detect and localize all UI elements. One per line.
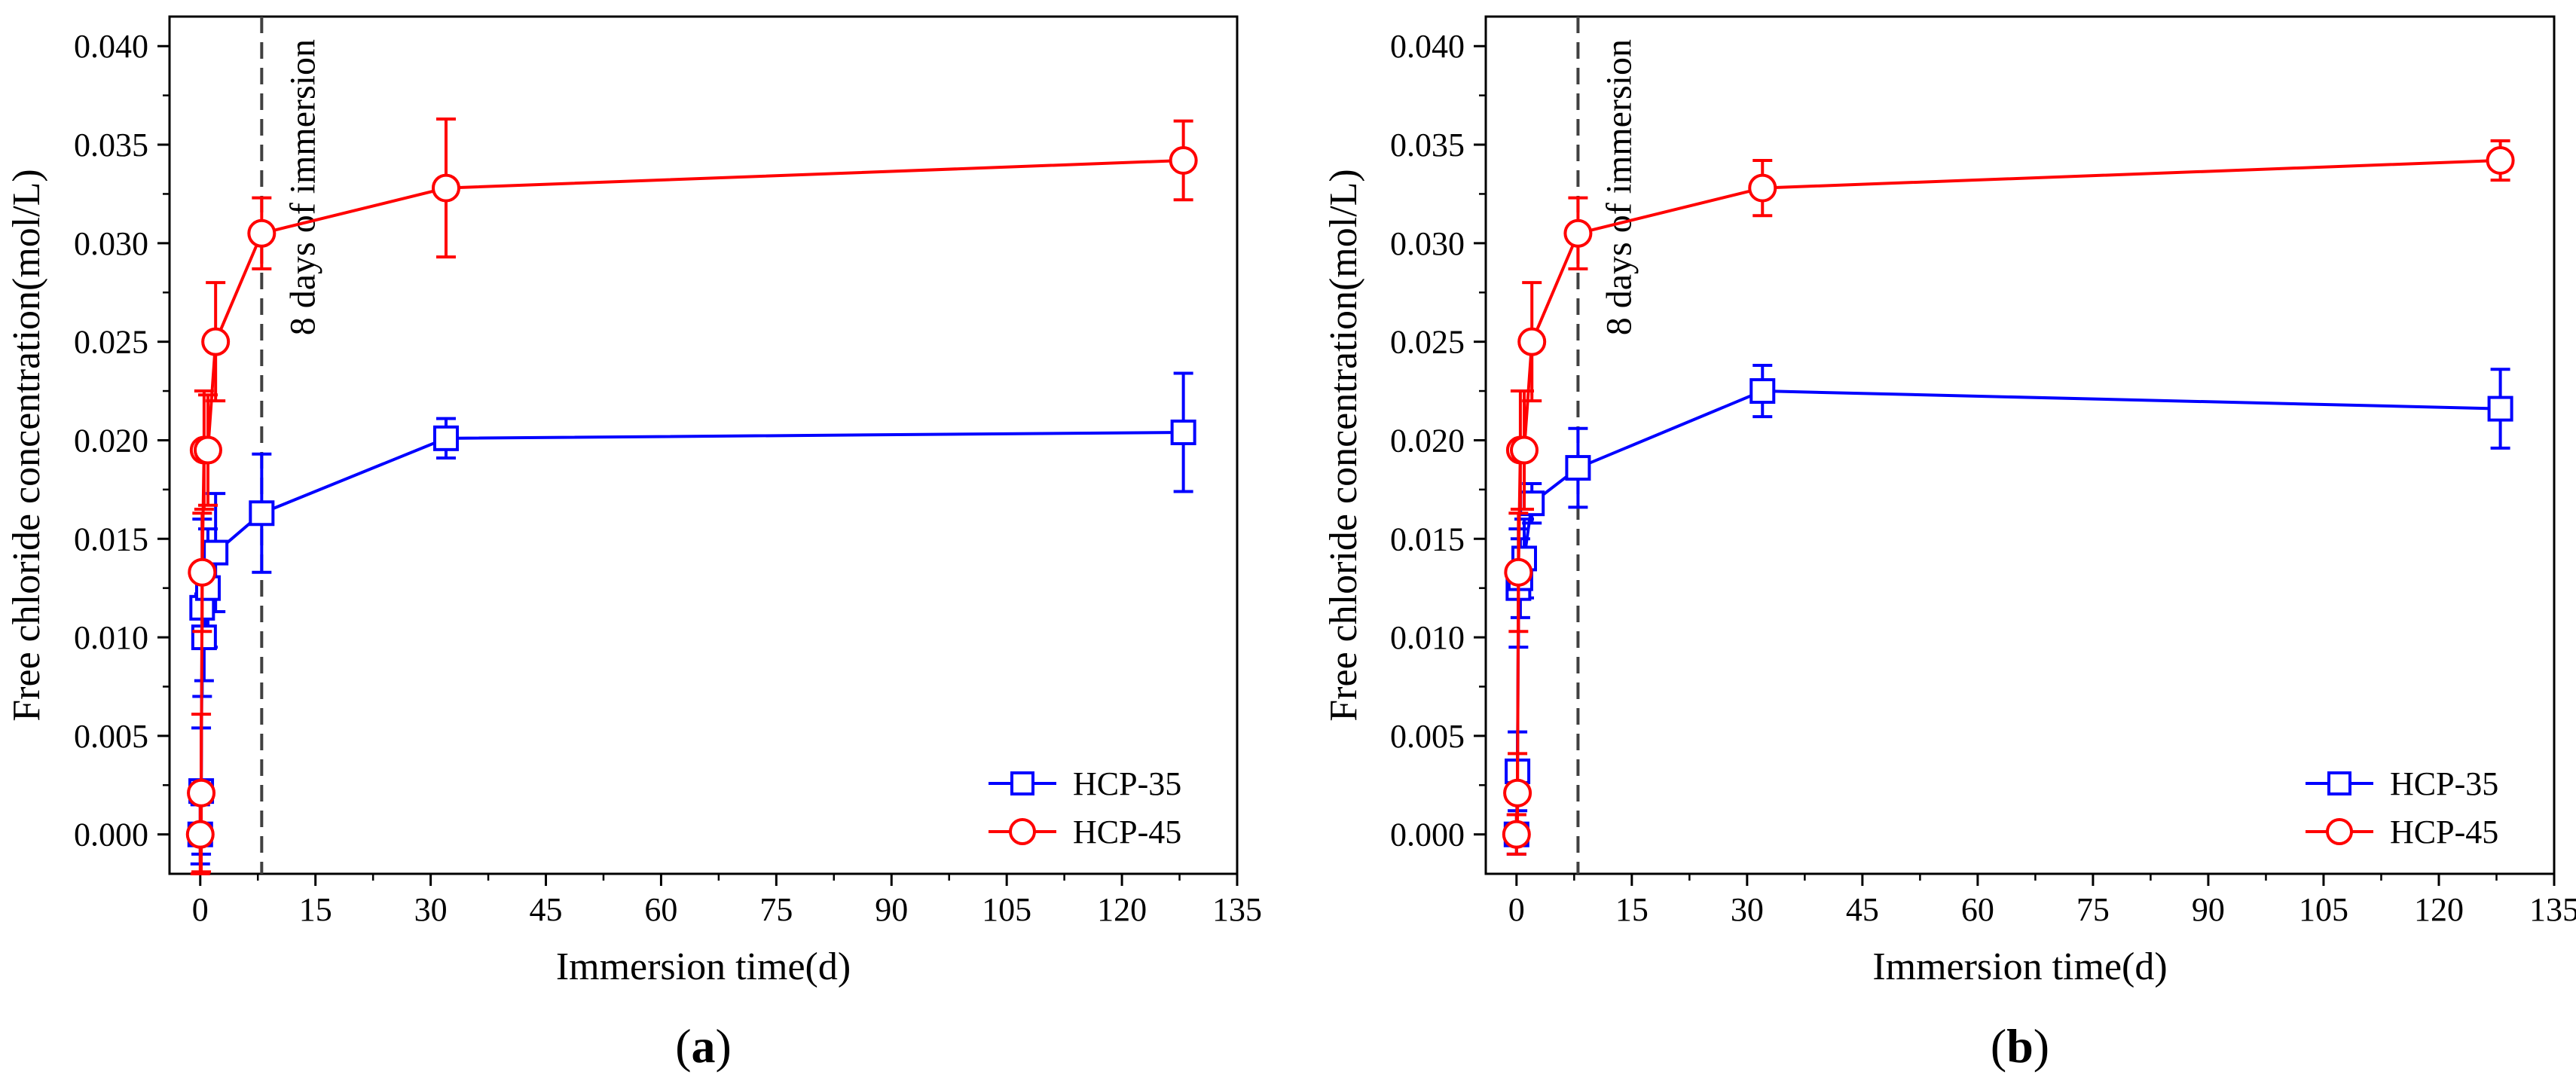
- x-tick-label: 45: [1846, 891, 1879, 928]
- panel-label: (a): [675, 1019, 732, 1073]
- y-tick-label: 0.010: [1390, 619, 1465, 656]
- data-point-hcp-45: [1503, 778, 1532, 808]
- legend-marker-hcp-35: [2327, 771, 2351, 795]
- x-tick-label: 75: [759, 891, 793, 928]
- legend-label-hcp-35: HCP-35: [2390, 765, 2498, 802]
- chart-panel-a: 0 15 30 45 60 75 90 105 120 135 0.000 0.005 0.010 0.0…: [5, 15, 1262, 1073]
- data-point-hcp-35: [1170, 419, 1196, 445]
- chart-panel-b: 0 15 30 45 60 75 90 105 120 135 0.000 0.005 0.010 0.0…: [1322, 15, 2576, 1073]
- data-point-hcp-45: [1517, 327, 1547, 356]
- data-point-hcp-35: [249, 500, 275, 527]
- data-point-hcp-45: [1748, 173, 1777, 203]
- y-tick-label: 0.000: [1390, 817, 1465, 853]
- data-point-hcp-45: [1502, 820, 1531, 849]
- x-axis-title: Immersion time(d): [556, 945, 851, 988]
- x-tick-label: 0: [1508, 891, 1525, 928]
- x-tick-label: 90: [875, 891, 908, 928]
- legend-marker-hcp-35: [1010, 771, 1034, 795]
- y-tick-label: 0.020: [1390, 422, 1465, 459]
- y-tick-label: 0.035: [1390, 127, 1465, 163]
- data-point-hcp-45: [247, 218, 277, 248]
- panel-label-letter: a: [692, 1019, 716, 1073]
- data-point-hcp-45: [188, 557, 217, 587]
- x-tick-label: 15: [1615, 891, 1649, 928]
- y-axis-title: Free chloride concentration(mol/L): [5, 169, 48, 721]
- x-tick-label: 15: [299, 891, 332, 928]
- plot-frame: [168, 15, 1239, 875]
- y-tick-label: 0.005: [74, 718, 148, 755]
- y-tick-label: 0.005: [1390, 718, 1465, 755]
- y-tick-label: 0.030: [74, 225, 148, 262]
- x-tick-label: 0: [192, 891, 209, 928]
- x-tick-label: 120: [2414, 891, 2464, 928]
- data-point-hcp-45: [2486, 145, 2515, 175]
- x-tick-label: 30: [414, 891, 448, 928]
- x-tick-label: 60: [644, 891, 677, 928]
- x-tick-label: 60: [1961, 891, 1994, 928]
- panel-label: (b): [1991, 1019, 2049, 1073]
- y-tick-label: 0.015: [74, 521, 148, 557]
- panel-label-open-paren: (: [675, 1019, 691, 1073]
- data-point-hcp-35: [2487, 395, 2513, 422]
- y-tick-label: 0.030: [1390, 225, 1465, 262]
- y-tick-label: 0.025: [74, 324, 148, 361]
- annotation-8-days: 8 days of immersion: [283, 39, 322, 335]
- legend-marker-hcp-45: [1009, 818, 1036, 845]
- y-tick-label: 0.015: [1390, 521, 1465, 557]
- y-tick-label: 0.040: [74, 28, 148, 65]
- legend-marker-hcp-45: [2326, 818, 2353, 845]
- x-tick-label: 30: [1731, 891, 1764, 928]
- legend-label-hcp-35: HCP-35: [1073, 765, 1181, 802]
- x-tick-label: 120: [1097, 891, 1147, 928]
- data-point-hcp-45: [1510, 435, 1539, 465]
- legend: HCP-35 HCP-45: [989, 765, 1181, 850]
- data-point-hcp-35: [1749, 378, 1776, 405]
- plot-frame: [1484, 15, 2556, 875]
- x-tick-label: 45: [530, 891, 563, 928]
- data-point-hcp-35: [1565, 455, 1591, 481]
- panel-label-open-paren: (: [1991, 1019, 2006, 1073]
- data-point-hcp-45: [193, 435, 222, 465]
- panel-label-close-paren: ): [2034, 1019, 2049, 1073]
- x-tick-label: 135: [2529, 891, 2576, 928]
- data-point-hcp-45: [1563, 218, 1593, 248]
- x-tick-label: 90: [2192, 891, 2225, 928]
- data-point-hcp-45: [185, 820, 215, 849]
- x-axis-title: Immersion time(d): [1872, 945, 2167, 988]
- legend: HCP-35 HCP-45: [2306, 765, 2498, 850]
- y-tick-label: 0.000: [74, 817, 148, 853]
- y-tick-label: 0.025: [1390, 324, 1465, 361]
- x-tick-label: 135: [1212, 891, 1262, 928]
- data-point-hcp-45: [201, 327, 231, 356]
- annotation-8-days: 8 days of immersion: [1599, 39, 1639, 335]
- y-tick-label: 0.020: [74, 422, 148, 459]
- data-point-hcp-35: [432, 425, 459, 451]
- y-tick-label: 0.035: [74, 127, 148, 163]
- panel-label-close-paren: ): [716, 1019, 732, 1073]
- data-point-hcp-45: [1504, 557, 1533, 587]
- x-tick-label: 105: [2299, 891, 2348, 928]
- data-point-hcp-45: [1169, 145, 1198, 175]
- data-point-hcp-45: [431, 173, 460, 203]
- y-axis-title: Free chloride concentration(mol/L): [1322, 169, 1365, 721]
- legend-label-hcp-45: HCP-45: [2390, 814, 2498, 850]
- legend-label-hcp-45: HCP-45: [1073, 814, 1181, 850]
- panel-label-letter: b: [2006, 1019, 2034, 1073]
- y-tick-label: 0.040: [1390, 28, 1465, 65]
- data-point-hcp-45: [187, 778, 216, 808]
- x-tick-label: 105: [982, 891, 1031, 928]
- data-point-hcp-35: [191, 624, 217, 651]
- y-tick-label: 0.010: [74, 619, 148, 656]
- x-tick-label: 75: [2076, 891, 2110, 928]
